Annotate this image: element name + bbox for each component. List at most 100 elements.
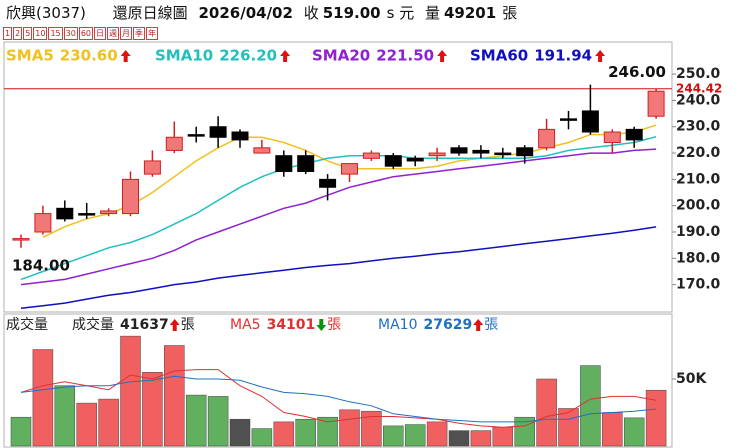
candle-body [319,178,337,188]
close-label: 收 [303,4,319,22]
last-price-label: 244.42 [676,81,722,95]
period-button[interactable]: 週 [107,27,120,40]
arrow-up [120,50,131,62]
arrow-up [280,50,291,62]
volume-bar [470,430,492,447]
period-button[interactable]: 5 [23,27,33,40]
candle-body [341,163,358,175]
volume-bar [142,372,163,447]
price-annotation: 184.00 [12,256,70,274]
volume-bar [251,428,273,447]
legend-value: 226.20 [219,47,277,65]
candle-body [122,178,139,215]
legend-unit: 張 [181,317,195,333]
volume-title: 成交量 [6,316,48,333]
legend-name: MA10 [378,317,417,333]
candle-body [450,147,468,154]
candle-body [603,131,621,144]
chart-kind: 還原日線圖 [112,4,188,22]
volume-bar [426,421,448,447]
close-unit: s 元 [386,4,415,22]
candle-body [34,213,52,233]
period-buttons: 1 2 5 10 15 30 60 日週月季年 [3,27,159,40]
volume-unit: 張 [502,4,518,22]
y-tick-label: 220.0 [676,145,721,161]
ma-line [20,369,657,428]
period-button[interactable]: 30 [63,27,78,40]
period-button[interactable]: 15 [48,27,63,40]
period-button[interactable]: 年 [146,27,159,40]
legend-value: 34101 [267,317,316,333]
volume-bar [32,349,54,447]
close: 519.00 [322,4,381,22]
candle-body [275,155,293,172]
volume-bar [164,345,185,447]
period-button[interactable]: 10 [33,27,48,40]
y-tick-label: 210.0 [676,171,721,187]
period-button[interactable]: 日 [94,27,107,40]
period-button[interactable]: 季 [133,27,146,40]
candle-body [78,213,96,216]
candle-body [297,155,315,172]
volume-bar [580,365,601,447]
legend-name: SMA60 [470,47,528,65]
y-tick-label: 190.0 [676,224,721,240]
legend-unit: 張 [484,317,498,333]
ma-line [20,135,657,281]
candle-body [472,149,490,154]
ma-line [20,375,657,423]
volume-label: 量 [424,4,440,22]
volume-bar [602,412,623,447]
candle-body [209,126,227,138]
volume-bar [383,425,404,447]
y-tick-label: 170.0 [676,277,721,293]
y-tick-label: 250.0 [676,66,721,82]
legend-name: SMA5 [6,47,54,65]
legend-name: SMA10 [155,47,213,65]
legend-value: 191.94 [534,47,592,65]
candle-body [100,210,118,215]
volume-bar [273,421,295,447]
volume-bar [536,378,557,447]
candle-body [253,147,271,154]
candle-body [494,152,512,156]
volume-bar [10,416,32,447]
volume-bar [98,398,119,447]
volume-bar [623,417,645,447]
legend-value: 41637 [120,317,169,333]
arrow-up [595,50,606,62]
arrow-up [437,50,448,62]
volume-bar [339,409,360,447]
candle-body [647,90,665,117]
volume-bar [207,396,229,447]
arrow-down [316,319,327,331]
period-button[interactable]: 60 [78,27,94,40]
candle-body [143,160,161,175]
candle-body [384,155,402,167]
arrow-up [169,319,180,331]
volume-bar [185,394,207,447]
y-tick-label: 50K [676,371,707,387]
ma-line [20,226,657,310]
volume: 49201 [444,4,497,22]
legend-value: 27629 [423,317,472,333]
legend-unit: 張 [327,317,341,333]
volume-panel [3,313,673,448]
arrow-up [473,319,484,331]
candle-body [581,110,599,133]
legend-name: SMA20 [312,47,370,65]
volume-bar [404,424,426,447]
period-button[interactable]: 2 [13,27,23,40]
candle-body [538,128,556,149]
volume-bar [645,389,667,447]
period-button[interactable]: 月 [120,27,133,40]
legend-name: MA5 [230,317,261,333]
ma-line [20,148,657,286]
y-tick-label: 180.0 [676,250,721,266]
candle-body [516,147,534,157]
volume-bar [514,416,535,447]
period-button[interactable]: 1 [3,27,13,40]
stock-name: 欣興(3037) [6,4,86,22]
